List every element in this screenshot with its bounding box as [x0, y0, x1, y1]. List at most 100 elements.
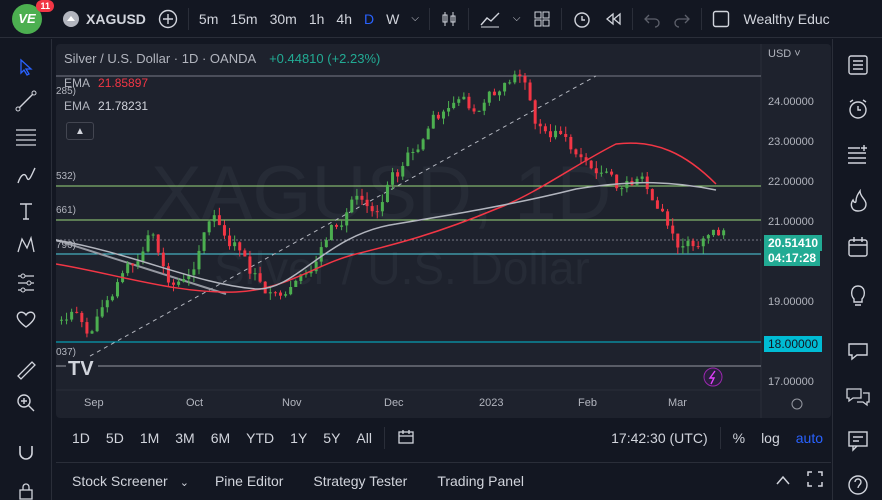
- range-5y[interactable]: 5Y: [323, 430, 341, 446]
- range-1y[interactable]: 1Y: [290, 430, 308, 446]
- alerts-button[interactable]: [840, 93, 876, 125]
- candle-body: [711, 229, 715, 236]
- add-symbol-button[interactable]: [152, 0, 184, 38]
- percent-toggle[interactable]: %: [732, 430, 746, 446]
- candle-body: [90, 331, 94, 334]
- list-add-icon: [848, 145, 867, 164]
- timeframe-dropdown[interactable]: ⌵: [405, 0, 425, 38]
- log-toggle[interactable]: log: [761, 430, 780, 446]
- zoom-tool[interactable]: [8, 387, 44, 419]
- chart-canvas[interactable]: XAGUSD, 1D Silver / U.S. Dollar TV: [56, 44, 831, 418]
- candle-body: [85, 322, 89, 334]
- timeframe-15m[interactable]: 15m: [230, 10, 258, 27]
- indicators-button[interactable]: [473, 0, 507, 38]
- text-tool[interactable]: [8, 195, 44, 227]
- ema-label: EMA: [64, 99, 91, 113]
- auto-toggle[interactable]: auto: [795, 430, 823, 446]
- collapse-legend-button[interactable]: ▲: [66, 122, 94, 140]
- cursor-tool[interactable]: [8, 51, 44, 83]
- redo-button[interactable]: [667, 0, 697, 38]
- watchlist-button[interactable]: [840, 49, 876, 81]
- candle-style-button[interactable]: [434, 0, 464, 38]
- calendar-button[interactable]: [840, 231, 876, 263]
- tab-stock-screener[interactable]: Stock Screener ⌄: [56, 473, 197, 489]
- fullscreen-button[interactable]: [799, 471, 831, 490]
- layout-button[interactable]: [527, 0, 557, 38]
- layout-name-button[interactable]: Wealthy Educ: [706, 0, 836, 38]
- clock-display[interactable]: 17:42:30 (UTC): [611, 430, 708, 446]
- event-icon[interactable]: [703, 367, 723, 387]
- candle-body: [426, 128, 430, 140]
- replay-button[interactable]: [598, 0, 628, 38]
- icons-tool[interactable]: [8, 303, 44, 335]
- candle-body: [574, 149, 578, 155]
- last-price-tag: 20.51410: [764, 235, 823, 251]
- range-1d[interactable]: 1D: [72, 430, 90, 446]
- candle-body: [706, 235, 710, 239]
- candle-body: [65, 319, 69, 321]
- candle-body: [95, 316, 99, 332]
- settings-gear-icon[interactable]: [791, 398, 803, 410]
- hotlists-button[interactable]: [840, 185, 876, 217]
- notes-button[interactable]: [840, 425, 876, 457]
- range-all[interactable]: All: [356, 430, 372, 446]
- magnet-tool[interactable]: [8, 437, 44, 469]
- candle-body: [676, 233, 680, 248]
- candle-body: [187, 274, 191, 280]
- user-avatar[interactable]: VE 11: [12, 0, 54, 34]
- prediction-tool[interactable]: [8, 267, 44, 299]
- candle-body: [650, 189, 654, 201]
- chart-pane[interactable]: XAGUSD, 1D Silver / U.S. Dollar TV Silve…: [56, 44, 831, 418]
- calendar-icon: [848, 237, 868, 257]
- fib-tool[interactable]: [8, 121, 44, 153]
- help-button[interactable]: [840, 469, 876, 500]
- ema-legend-2[interactable]: EMA 21.78231: [64, 99, 148, 113]
- chats-button[interactable]: [840, 335, 876, 367]
- trendline-tool[interactable]: [8, 85, 44, 117]
- tab-trading-panel[interactable]: Trading Panel: [437, 472, 524, 489]
- candle-body: [701, 238, 705, 247]
- streams-button[interactable]: [840, 381, 876, 413]
- range-6m[interactable]: 6M: [210, 430, 231, 446]
- timeframe-30m[interactable]: 30m: [269, 10, 297, 27]
- ema-legend-1[interactable]: EMA 21.85897: [64, 76, 148, 90]
- fullscreen-icon: [807, 471, 823, 487]
- symbol-search[interactable]: XAGUSD: [56, 0, 152, 38]
- range-5d[interactable]: 5D: [105, 430, 124, 446]
- indicators-dropdown[interactable]: ⌵: [507, 0, 527, 38]
- text-icon: [20, 203, 32, 220]
- object-tree-button[interactable]: [840, 139, 876, 171]
- ideas-button[interactable]: [840, 279, 876, 311]
- lock-tool[interactable]: [8, 475, 44, 500]
- cut-label: 037): [56, 347, 77, 358]
- pattern-tool[interactable]: [8, 229, 44, 261]
- candle-body: [686, 240, 690, 247]
- timeframe-w[interactable]: W: [386, 10, 400, 27]
- tab-strategy-tester[interactable]: Strategy Tester: [313, 472, 408, 489]
- tab-pine-editor[interactable]: Pine Editor: [214, 472, 284, 489]
- date-label: Mar: [668, 397, 687, 409]
- timeframe-4h[interactable]: 4h: [336, 10, 352, 27]
- candle-body: [375, 211, 379, 213]
- divider: [719, 427, 721, 449]
- timeframe-5m[interactable]: 5m: [198, 10, 219, 27]
- expand-panel-button[interactable]: [767, 473, 799, 489]
- currency-dropdown[interactable]: USD ˅: [768, 48, 801, 60]
- brush-tool[interactable]: [8, 159, 44, 191]
- candle-body: [610, 171, 614, 175]
- ema-value: 21.85897: [98, 76, 149, 90]
- goto-date-button[interactable]: [389, 429, 423, 448]
- range-1m[interactable]: 1M: [139, 430, 160, 446]
- timeframe-d[interactable]: D: [363, 10, 375, 27]
- candle-body: [100, 307, 104, 317]
- chart-legend: Silver / U.S. Dollar · 1D · OANDA +0.448…: [64, 51, 380, 66]
- range-ytd[interactable]: YTD: [246, 430, 275, 446]
- timeframe-1h[interactable]: 1h: [308, 10, 325, 27]
- measure-tool[interactable]: [8, 354, 44, 386]
- range-3m[interactable]: 3M: [175, 430, 195, 446]
- undo-button[interactable]: [637, 0, 667, 38]
- alert-button[interactable]: [566, 0, 598, 38]
- candle-body: [548, 131, 552, 138]
- candle-body: [156, 234, 160, 253]
- candle-body: [314, 261, 318, 272]
